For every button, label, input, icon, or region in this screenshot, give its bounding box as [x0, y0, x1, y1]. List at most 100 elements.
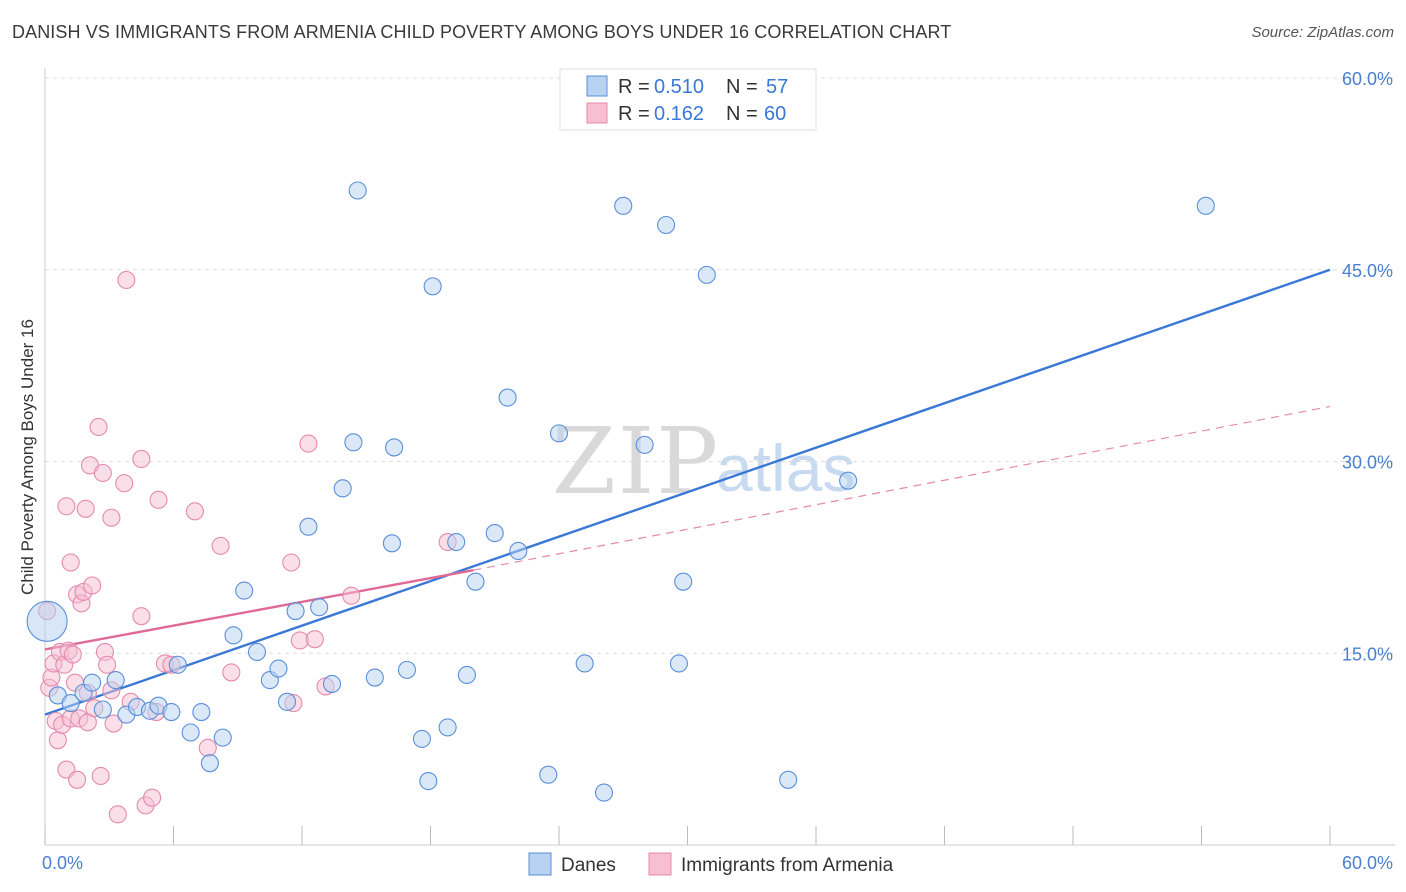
axes: [44, 68, 1395, 846]
point-danes-29: [348, 181, 367, 200]
legend-r-value-danes: 0.510: [654, 76, 704, 98]
point-danes-21: [269, 659, 288, 678]
point-danes-27: [333, 479, 352, 498]
point-danes-11: [162, 703, 181, 722]
point-danes-43: [509, 541, 528, 561]
point-danes-55: [839, 471, 858, 490]
legend-r-value-armenia: 0.162: [654, 103, 704, 125]
point-danes-47: [594, 783, 614, 802]
point-armenia-32: [102, 508, 121, 527]
point-armenia-53: [290, 631, 309, 650]
legend-n-label-danes: N =: [726, 76, 758, 98]
point-armenia-42: [143, 788, 162, 807]
legend-r-label-armenia: R =: [618, 103, 650, 125]
watermark-zip: ZIP: [552, 408, 720, 515]
point-danes-26: [322, 674, 342, 693]
point-danes-54: [779, 770, 798, 789]
point-armenia-21: [76, 499, 95, 518]
bottom-legend: Danes Immigrants from Armenia: [528, 852, 894, 876]
point-armenia-57: [342, 586, 361, 605]
point-danes-31: [382, 534, 402, 553]
point-armenia-14: [63, 645, 82, 664]
point-armenia-47: [185, 502, 204, 521]
point-danes-25: [310, 598, 329, 617]
point-danes-41: [485, 524, 504, 543]
point-danes-22: [277, 692, 297, 711]
legend-n-label-armenia: N =: [726, 103, 758, 125]
point-danes-6: [106, 671, 125, 690]
y-tick-label-0: 15.0%: [1342, 644, 1393, 664]
data-points: [26, 181, 1215, 824]
y-tick-label-2: 45.0%: [1342, 261, 1393, 281]
point-danes-33: [397, 660, 416, 679]
point-danes-44: [539, 765, 558, 784]
point-danes-17: [224, 626, 243, 645]
tick-labels: 15.0% 30.0% 45.0% 60.0% 0.0% 60.0%: [42, 69, 1393, 873]
trend-lines: [44, 268, 1331, 716]
point-danes-35: [419, 772, 438, 791]
point-armenia-37: [117, 270, 136, 290]
point-danes-38: [447, 532, 466, 552]
point-armenia-27: [89, 417, 108, 437]
point-danes-19: [247, 642, 267, 662]
point-armenia-34: [104, 714, 123, 733]
point-armenia-35: [108, 805, 127, 824]
point-danes-16: [213, 728, 232, 747]
point-danes-42: [498, 388, 517, 407]
point-armenia-16: [68, 770, 87, 789]
legend-n-value-armenia: 60: [764, 103, 786, 125]
point-danes-49: [635, 435, 654, 454]
point-armenia-29: [93, 463, 112, 483]
point-danes-40: [466, 572, 485, 591]
point-danes-39: [457, 665, 476, 685]
point-danes-45: [549, 424, 569, 443]
point-armenia-48: [198, 738, 217, 757]
point-danes-12: [168, 655, 187, 674]
y-tick-label-3: 60.0%: [1342, 69, 1393, 89]
point-armenia-31: [98, 655, 117, 674]
chart-title: DANISH VS IMMIGRANTS FROM ARMENIA CHILD …: [12, 22, 952, 42]
legend-n-value-danes: 57: [766, 76, 788, 98]
point-armenia-12: [61, 553, 80, 572]
point-armenia-36: [115, 474, 134, 493]
source-credit: Source: ZipAtlas.com: [1251, 24, 1394, 41]
point-armenia-5: [48, 731, 67, 750]
point-danes-24: [299, 517, 318, 536]
grid: [45, 77, 1395, 654]
x-tick-label-1: 60.0%: [1342, 853, 1393, 873]
bottom-legend-swatch-armenia: [648, 852, 672, 876]
legend-r-label-danes: R =: [618, 76, 650, 98]
point-danes-4: [83, 673, 102, 692]
point-danes-48: [614, 196, 633, 215]
legend: R = 0.510 N = 57 R = 0.162 N = 60: [559, 68, 817, 131]
y-axis-title: Child Poverty Among Boys Under 16: [18, 319, 37, 595]
point-danes-0: [26, 600, 68, 642]
point-danes-28: [344, 433, 363, 452]
legend-swatch-danes: [586, 75, 608, 97]
point-danes-52: [674, 572, 693, 591]
point-armenia-28: [91, 766, 110, 786]
point-danes-32: [385, 438, 404, 457]
point-danes-46: [575, 654, 594, 673]
point-danes-30: [365, 668, 384, 687]
point-danes-23: [286, 602, 305, 621]
point-danes-51: [669, 654, 688, 673]
point-danes-2: [61, 694, 80, 713]
x-tick-label-0: 0.0%: [42, 853, 83, 873]
point-armenia-9: [57, 497, 76, 516]
point-armenia-51: [282, 553, 301, 572]
point-danes-15: [200, 754, 219, 773]
point-armenia-39: [132, 449, 151, 468]
point-armenia-50: [222, 663, 241, 682]
point-danes-14: [192, 703, 211, 722]
point-armenia-40: [132, 607, 151, 626]
point-danes-50: [657, 215, 676, 235]
bottom-legend-swatch-danes: [528, 852, 552, 876]
point-danes-53: [697, 265, 716, 284]
point-armenia-55: [305, 630, 324, 649]
point-danes-34: [412, 729, 431, 748]
trend-armenia-dashed: [473, 405, 1331, 571]
point-armenia-25: [83, 576, 102, 595]
legend-swatch-armenia: [586, 102, 608, 124]
